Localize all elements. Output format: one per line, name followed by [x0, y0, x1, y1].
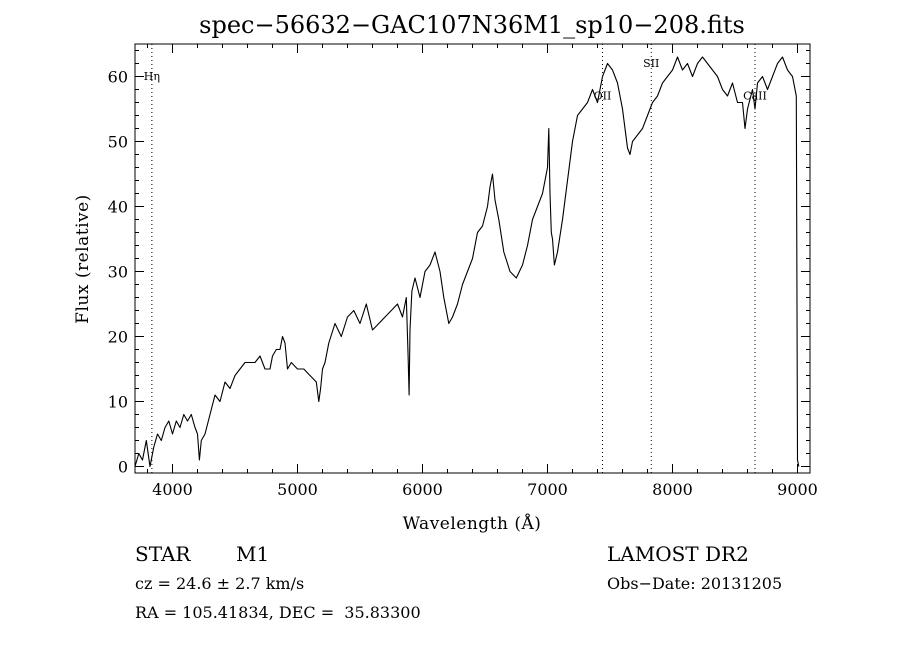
- y-tick-label: 40: [108, 198, 128, 217]
- line-label-caii: CaII: [743, 89, 767, 102]
- spectrum-line: [134, 56, 800, 468]
- y-axis-label: Flux (relative): [73, 194, 93, 324]
- line-label-sii: SII: [643, 57, 659, 70]
- object-type: STAR: [135, 542, 191, 566]
- x-tick-label: 4000: [152, 480, 193, 499]
- observation-date: Obs−Date: 20131205: [607, 574, 782, 593]
- x-tick-label: 9000: [777, 480, 818, 499]
- y-tick-label: 50: [108, 133, 128, 152]
- object-subclass: M1: [236, 542, 269, 566]
- y-tick-label: 0: [118, 458, 128, 477]
- x-tick-label: 6000: [402, 480, 443, 499]
- line-label-hη: Hη: [144, 70, 160, 83]
- x-tick-label: 5000: [277, 480, 318, 499]
- y-tick-label: 20: [108, 328, 128, 347]
- y-tick-label: 30: [108, 263, 128, 282]
- redshift-velocity: cz = 24.6 ± 2.7 km/s: [135, 574, 304, 593]
- survey-name: LAMOST DR2: [607, 542, 749, 566]
- x-axis-label: Wavelength (Å): [403, 513, 542, 534]
- x-tick-label: 8000: [652, 480, 693, 499]
- chart-title: spec−56632−GAC107N36M1_sp10−208.fits: [199, 11, 745, 39]
- x-tick-label: 7000: [527, 480, 568, 499]
- y-tick-label: 10: [108, 393, 128, 412]
- sky-coordinates: RA = 105.41834, DEC = 35.83300: [135, 603, 421, 622]
- y-tick-label: 60: [108, 68, 128, 87]
